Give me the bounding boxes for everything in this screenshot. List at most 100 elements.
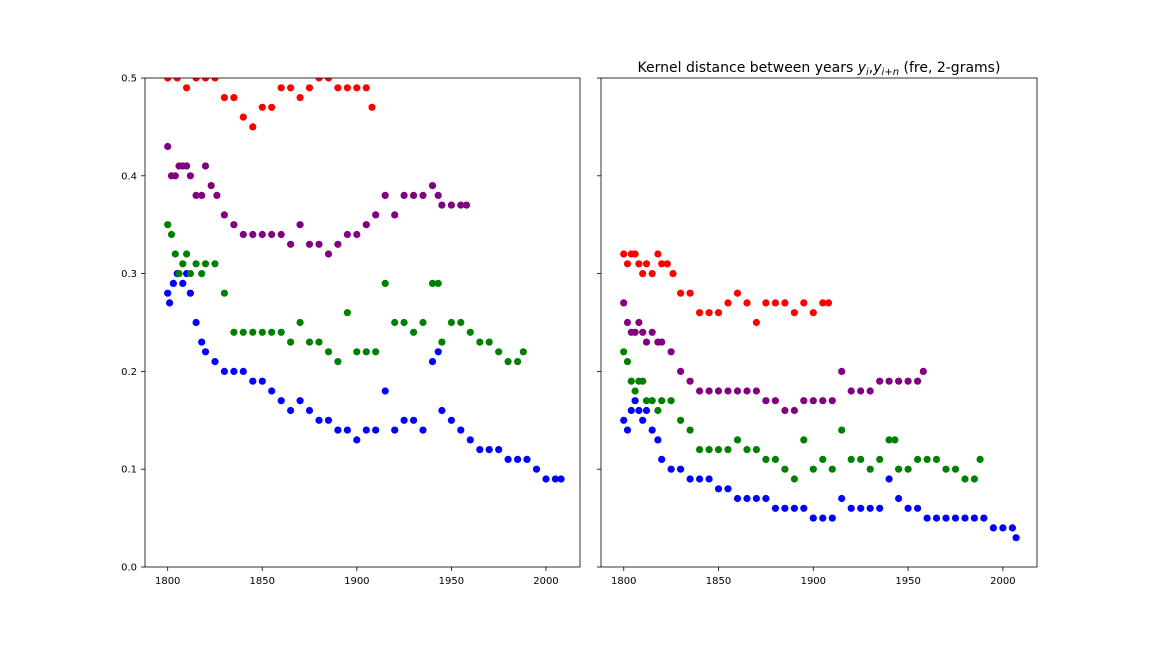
data-point [428,358,437,366]
data-point [724,299,732,307]
data-point [743,387,751,395]
data-point [705,475,713,483]
data-point [258,328,266,336]
data-point [368,103,376,111]
data-point [654,406,662,415]
data-point [476,446,484,454]
x-tick-label: 2000 [990,576,1015,587]
data-point [639,328,647,336]
data-point [1008,524,1017,532]
data-point [201,348,210,356]
y-tick-label: 0.3 [121,269,137,280]
y-tick-label: 0.4 [121,171,137,182]
data-point [400,318,408,327]
data-point [372,348,380,356]
x-tick-label: 1850 [250,576,275,587]
data-point [381,191,389,199]
data-point [343,426,351,434]
data-point [961,475,969,483]
x-tick-label: 1800 [611,576,636,587]
data-point [353,84,361,92]
data-point [167,230,176,239]
data-point [631,328,639,336]
data-point [809,309,817,317]
data-point [686,475,694,483]
data-point [724,485,732,493]
data-point [419,318,427,327]
data-point [296,318,304,327]
data-point [809,514,817,522]
data-point [771,504,780,512]
data-point [714,387,723,395]
chart-title-y2: y [872,60,882,76]
data-point [192,191,200,199]
data-point [639,377,647,385]
data-point [885,377,893,385]
data-point [866,465,874,473]
data-point [230,221,238,229]
data-point [914,455,922,463]
data-point [847,504,855,512]
data-point [919,367,927,375]
data-point [211,260,219,268]
data-point [391,426,399,434]
data-point [677,465,685,473]
data-point [951,514,960,522]
data-point [942,465,950,473]
data-point [891,436,899,444]
data-point [239,367,247,375]
data-point [857,455,865,463]
y-tick-label: 0.5 [121,74,137,85]
data-point [733,436,742,444]
data-point [305,240,314,248]
x-tick-label: 1850 [706,576,731,587]
data-point [447,318,455,327]
data-point [635,260,643,268]
data-point [457,318,465,327]
data-point [800,397,808,405]
data-point [635,318,643,327]
data-point [268,328,276,336]
data-point [686,377,694,385]
data-point [658,397,666,405]
data-point [410,191,418,199]
chart-title-prefix: Kernel distance between years [638,60,858,76]
data-point [476,338,484,346]
data-point [623,318,632,327]
data-point [914,377,922,385]
data-point [819,397,827,405]
data-point [362,426,370,434]
data-point [296,397,304,405]
data-point [495,446,503,454]
data-point [876,377,884,385]
data-point [523,455,531,463]
data-point [381,387,389,395]
data-point [800,504,808,512]
data-point [434,348,442,356]
data-point [305,338,314,346]
data-point [642,260,651,268]
data-point [714,446,723,454]
data-point [824,299,833,307]
chart-title-suffix: (fre, 2-grams) [899,60,1000,76]
data-point [838,426,846,434]
chart-title: Kernel distance between years yi,yi+n (f… [638,60,1001,78]
data-point [198,338,206,346]
data-point [220,94,228,102]
data-point [705,387,713,395]
right-y-axis [597,77,601,568]
data-point [669,270,677,278]
chart-title-sep: , [869,60,873,76]
data-point [942,514,950,522]
data-point [885,475,893,483]
data-point [447,201,455,209]
data-point [169,279,177,287]
data-point [686,289,694,297]
data-point [353,436,361,444]
data-point [305,84,314,92]
data-point [495,348,503,356]
data-point [771,455,780,463]
data-point [620,299,628,307]
data-point [705,446,713,454]
data-point [334,358,342,366]
